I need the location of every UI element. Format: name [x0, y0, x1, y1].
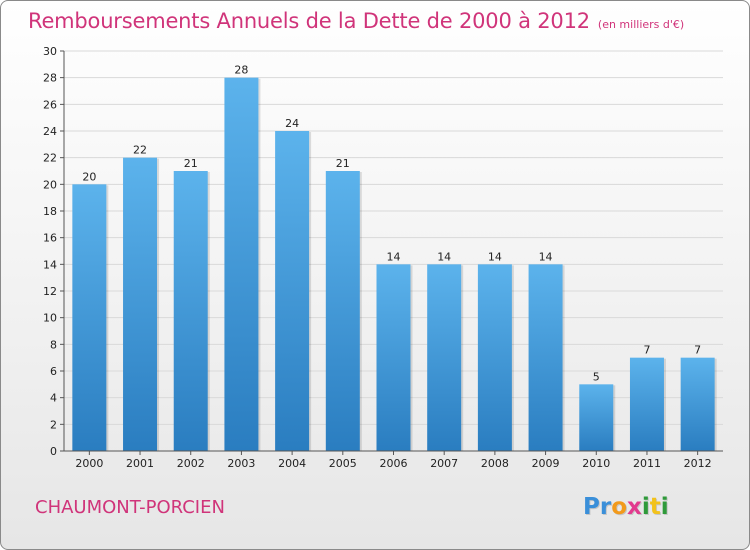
- x-tick-label: 2009: [532, 457, 560, 470]
- x-tick-label: 2007: [430, 457, 458, 470]
- proxiti-logo[interactable]: Proxiti: [583, 492, 669, 522]
- chart-subtitle: (en milliers d'€): [597, 18, 685, 31]
- x-tick-label: 2003: [227, 457, 255, 470]
- x-tick-label: 2005: [329, 457, 357, 470]
- bar: [325, 171, 360, 451]
- chart-title: Remboursements Annuels de la Dette de 20…: [28, 7, 684, 39]
- bar: [629, 357, 664, 451]
- x-tick-label: 2001: [126, 457, 154, 470]
- bar: [427, 264, 462, 451]
- y-tick-label: 24: [43, 125, 57, 138]
- bar-value-label: 7: [643, 344, 650, 357]
- bar-value-label: 14: [488, 250, 502, 263]
- logo-letter: o: [611, 494, 628, 520]
- x-tick-label: 2010: [582, 457, 610, 470]
- y-tick-label: 30: [43, 45, 57, 58]
- place-name: CHAUMONT-PORCIEN: [35, 497, 225, 518]
- bar-value-label: 14: [387, 250, 401, 263]
- logo-letter: i: [660, 494, 669, 520]
- logo-letter: i: [641, 494, 650, 520]
- y-tick-label: 4: [50, 392, 57, 405]
- bar-value-label: 20: [82, 170, 96, 183]
- bar-value-label: 21: [336, 157, 350, 170]
- x-tick-label: 2006: [380, 457, 408, 470]
- bar-value-label: 24: [285, 117, 299, 130]
- y-tick-label: 10: [43, 312, 57, 325]
- y-tick-label: 16: [43, 232, 57, 245]
- bar: [275, 131, 310, 451]
- x-tick-label: 2011: [633, 457, 661, 470]
- logo-letter: t: [649, 494, 661, 520]
- y-tick-label: 14: [43, 258, 57, 271]
- logo-letter: P: [583, 494, 600, 520]
- y-tick-label: 26: [43, 98, 57, 111]
- bar: [224, 77, 259, 452]
- y-tick-label: 18: [43, 205, 57, 218]
- y-tick-label: 8: [50, 338, 57, 351]
- bar: [680, 357, 715, 451]
- bar-value-label: 5: [593, 370, 600, 383]
- y-tick-label: 12: [43, 285, 57, 298]
- bars: 20 22 21 28 24 21 14 14 14 14 5 7 7: [72, 64, 717, 452]
- bar-value-label: 21: [184, 157, 198, 170]
- bar: [579, 384, 614, 451]
- bar-value-label: 14: [437, 250, 451, 263]
- logo-letter: r: [599, 494, 612, 520]
- chart-title-text: Remboursements Annuels de la Dette de 20…: [28, 9, 590, 33]
- bar-value-label: 14: [539, 250, 553, 263]
- bar: [123, 157, 158, 451]
- y-tick-label: 20: [43, 178, 57, 191]
- y-tick-label: 0: [50, 445, 57, 458]
- bar: [376, 264, 411, 451]
- y-tick-label: 22: [43, 152, 57, 165]
- logo-letter: x: [627, 494, 642, 520]
- x-tick-label: 2000: [75, 457, 103, 470]
- y-tick-label: 28: [43, 72, 57, 85]
- x-tick-label: 2004: [278, 457, 306, 470]
- bar: [173, 171, 208, 451]
- x-tick-label: 2008: [481, 457, 509, 470]
- bar: [477, 264, 512, 451]
- x-tick-label: 2012: [684, 457, 712, 470]
- x-tick-label: 2002: [177, 457, 205, 470]
- bar-value-label: 28: [234, 64, 248, 77]
- y-tick-label: 2: [50, 418, 57, 431]
- bar: [528, 264, 563, 451]
- y-tick-label: 6: [50, 365, 57, 378]
- bar-value-label: 7: [694, 344, 701, 357]
- bar-value-label: 22: [133, 144, 147, 157]
- bar: [72, 184, 107, 452]
